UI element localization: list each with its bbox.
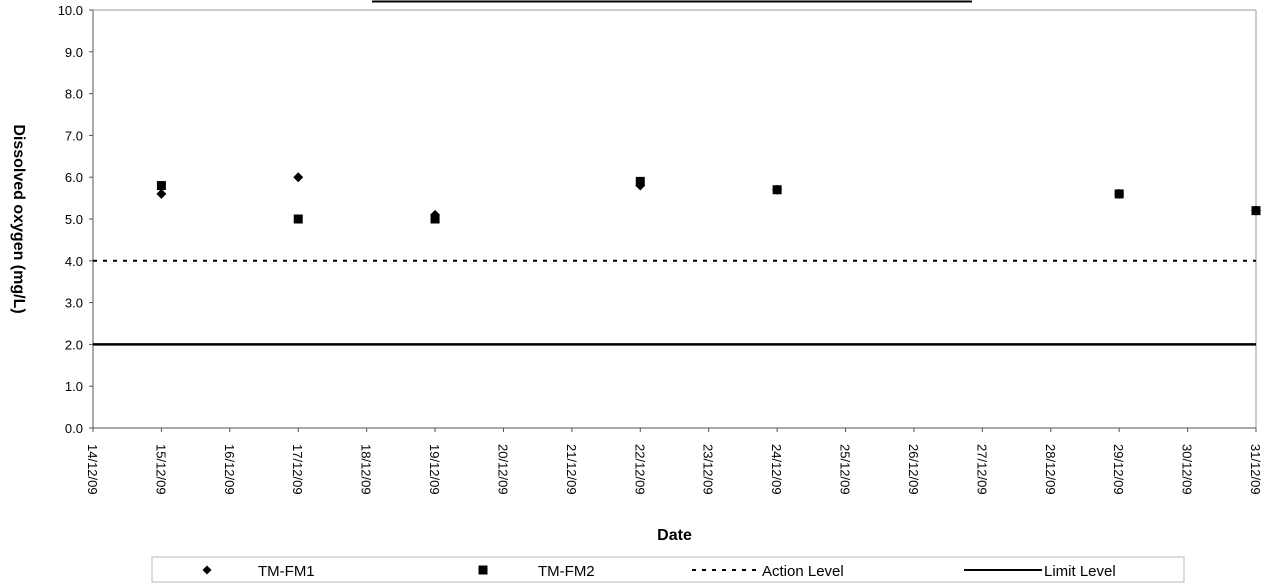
tm-fm2-point xyxy=(1251,206,1261,216)
y-tick-label: 7.0 xyxy=(65,128,83,143)
x-tick-label: 18/12/09 xyxy=(359,444,374,495)
x-tick-label: 20/12/09 xyxy=(495,444,510,495)
x-tick-label: 19/12/09 xyxy=(427,444,442,495)
tm-fm2-point xyxy=(156,181,166,191)
x-tick-label: 24/12/09 xyxy=(769,444,784,495)
tm-fm2-point xyxy=(635,176,645,186)
y-tick-label: 5.0 xyxy=(65,212,83,227)
x-tick-label: 31/12/09 xyxy=(1248,444,1263,495)
y-tick-label: 2.0 xyxy=(65,337,83,352)
y-axis-title: Dissolved oxygen (mg/L) xyxy=(10,124,27,313)
x-tick-label: 21/12/09 xyxy=(564,444,579,495)
tm-fm1-point xyxy=(293,172,304,183)
x-tick-label: 16/12/09 xyxy=(222,444,237,495)
legend-tm-fm2-symbol xyxy=(478,565,488,575)
tm-fm2-point xyxy=(772,185,782,195)
x-tick-label: 17/12/09 xyxy=(290,444,305,495)
tm-fm2-point xyxy=(1114,189,1124,199)
x-tick-label: 22/12/09 xyxy=(632,444,647,495)
x-tick-label: 27/12/09 xyxy=(974,444,989,495)
x-tick-label: 15/12/09 xyxy=(153,444,168,495)
x-tick-label: 14/12/09 xyxy=(85,444,100,495)
x-tick-label: 29/12/09 xyxy=(1111,444,1126,495)
legend-limit-level-label: Limit Level xyxy=(1044,563,1116,580)
x-tick-label: 23/12/09 xyxy=(701,444,716,495)
legend-tm-fm1-symbol xyxy=(202,565,212,575)
x-axis-title: Date xyxy=(657,527,692,544)
tm-fm2-point xyxy=(293,214,303,224)
tm-fm1-point xyxy=(156,188,167,199)
y-tick-label: 0.0 xyxy=(65,421,83,436)
y-tick-label: 8.0 xyxy=(65,87,83,102)
x-tick-label: 26/12/09 xyxy=(906,444,921,495)
y-tick-label: 9.0 xyxy=(65,45,83,60)
legend-tm-fm1-label: TM-FM1 xyxy=(258,563,315,580)
y-tick-label: 10.0 xyxy=(58,3,83,18)
y-tick-label: 4.0 xyxy=(65,254,83,269)
y-tick-label: 3.0 xyxy=(65,296,83,311)
legend-tm-fm2-label: TM-FM2 xyxy=(538,563,595,580)
x-tick-label: 25/12/09 xyxy=(838,444,853,495)
x-tick-label: 28/12/09 xyxy=(1043,444,1058,495)
y-tick-label: 1.0 xyxy=(65,379,83,394)
legend-box xyxy=(151,556,1185,583)
x-tick-label: 30/12/09 xyxy=(1180,444,1195,495)
y-tick-label: 6.0 xyxy=(65,170,83,185)
legend-action-level-label: Action Level xyxy=(762,563,844,580)
tm-fm2-point xyxy=(430,214,440,224)
